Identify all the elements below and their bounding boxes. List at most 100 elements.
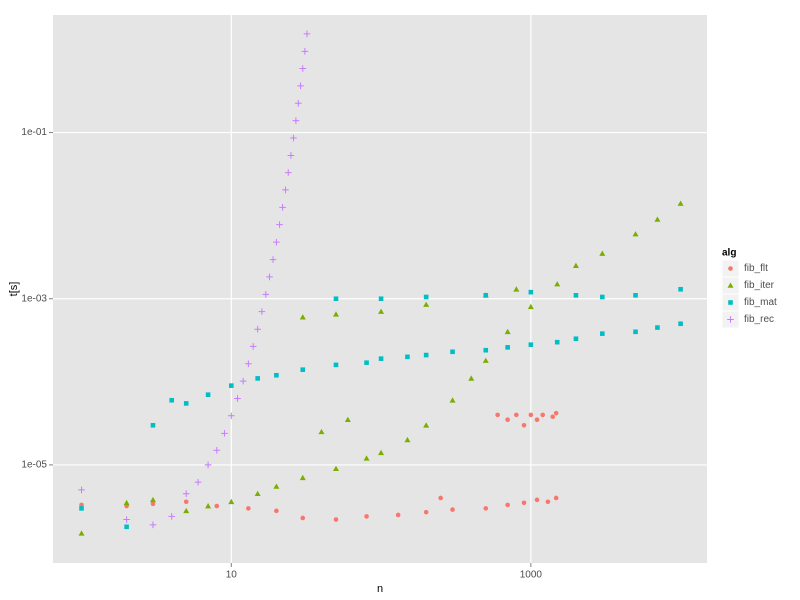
plot-panel bbox=[53, 15, 707, 563]
point bbox=[514, 412, 519, 418]
point bbox=[572, 262, 579, 268]
point bbox=[149, 521, 157, 529]
point bbox=[505, 502, 510, 508]
point bbox=[299, 65, 307, 72]
point bbox=[677, 200, 684, 206]
legend-title: alg bbox=[722, 248, 736, 259]
legend-marker bbox=[728, 300, 733, 305]
point bbox=[521, 422, 527, 428]
point bbox=[633, 293, 638, 298]
legend-marker bbox=[727, 316, 734, 323]
point bbox=[273, 238, 280, 246]
point bbox=[632, 231, 639, 237]
grid bbox=[53, 15, 707, 563]
point bbox=[301, 48, 309, 55]
point bbox=[333, 296, 339, 302]
point bbox=[194, 478, 202, 486]
legend-label: fib_rec bbox=[744, 314, 774, 325]
points bbox=[78, 30, 684, 536]
point bbox=[438, 495, 443, 501]
legend-label: fib_iter bbox=[744, 280, 775, 291]
point bbox=[483, 506, 489, 511]
point bbox=[183, 401, 189, 406]
point bbox=[150, 422, 156, 428]
point bbox=[573, 293, 579, 298]
point bbox=[299, 474, 306, 481]
legend-marker bbox=[727, 282, 734, 288]
point bbox=[262, 291, 270, 298]
point bbox=[303, 30, 311, 38]
point bbox=[333, 362, 339, 368]
point bbox=[363, 455, 370, 461]
point bbox=[450, 507, 455, 512]
point bbox=[423, 422, 430, 428]
point bbox=[678, 286, 683, 292]
point bbox=[423, 301, 430, 307]
point bbox=[599, 250, 606, 256]
point bbox=[79, 506, 84, 511]
point bbox=[482, 357, 489, 363]
point bbox=[123, 516, 130, 523]
point bbox=[273, 483, 280, 489]
point bbox=[545, 499, 551, 505]
point bbox=[554, 339, 560, 345]
point bbox=[449, 397, 456, 403]
point bbox=[287, 152, 295, 159]
point bbox=[214, 503, 220, 509]
point bbox=[527, 303, 534, 310]
point bbox=[333, 517, 339, 522]
point bbox=[169, 397, 174, 403]
point bbox=[234, 395, 241, 402]
legend-marker bbox=[728, 266, 733, 271]
point bbox=[378, 296, 384, 302]
point bbox=[274, 372, 279, 378]
point bbox=[654, 216, 661, 222]
point bbox=[279, 204, 286, 211]
point bbox=[318, 428, 325, 435]
point bbox=[274, 508, 279, 514]
point bbox=[204, 461, 212, 469]
point bbox=[483, 293, 489, 298]
point bbox=[655, 325, 660, 330]
point bbox=[483, 347, 489, 353]
point bbox=[292, 117, 300, 124]
y-tick-label: 1e-05 bbox=[21, 460, 47, 471]
point bbox=[540, 412, 546, 418]
point bbox=[332, 311, 339, 317]
point bbox=[183, 507, 190, 514]
point bbox=[246, 506, 251, 511]
point bbox=[227, 412, 235, 420]
point bbox=[221, 430, 228, 437]
point bbox=[205, 503, 212, 509]
point bbox=[450, 349, 455, 355]
point bbox=[504, 328, 511, 335]
point bbox=[294, 100, 302, 107]
legend-label: fib_mat bbox=[744, 297, 777, 308]
point bbox=[266, 273, 273, 281]
point bbox=[332, 465, 339, 472]
point bbox=[505, 417, 510, 423]
point bbox=[423, 352, 429, 358]
point bbox=[284, 169, 292, 176]
point bbox=[300, 367, 306, 372]
point bbox=[228, 498, 235, 505]
point bbox=[150, 501, 156, 507]
point bbox=[276, 221, 283, 228]
point bbox=[678, 321, 683, 327]
point bbox=[534, 417, 540, 423]
point bbox=[553, 410, 559, 416]
point bbox=[423, 294, 429, 300]
point bbox=[124, 524, 129, 530]
point bbox=[633, 329, 638, 335]
x-tick-label: 10 bbox=[226, 570, 238, 581]
point bbox=[269, 256, 277, 263]
x-tick-label: 1000 bbox=[520, 570, 543, 581]
point bbox=[299, 314, 306, 320]
point bbox=[554, 281, 561, 287]
legend: alg fib_flt fib_iter fib_mat fib_rec bbox=[721, 248, 777, 329]
point bbox=[364, 360, 369, 365]
point bbox=[364, 514, 369, 519]
point bbox=[183, 499, 189, 505]
point bbox=[254, 490, 261, 497]
